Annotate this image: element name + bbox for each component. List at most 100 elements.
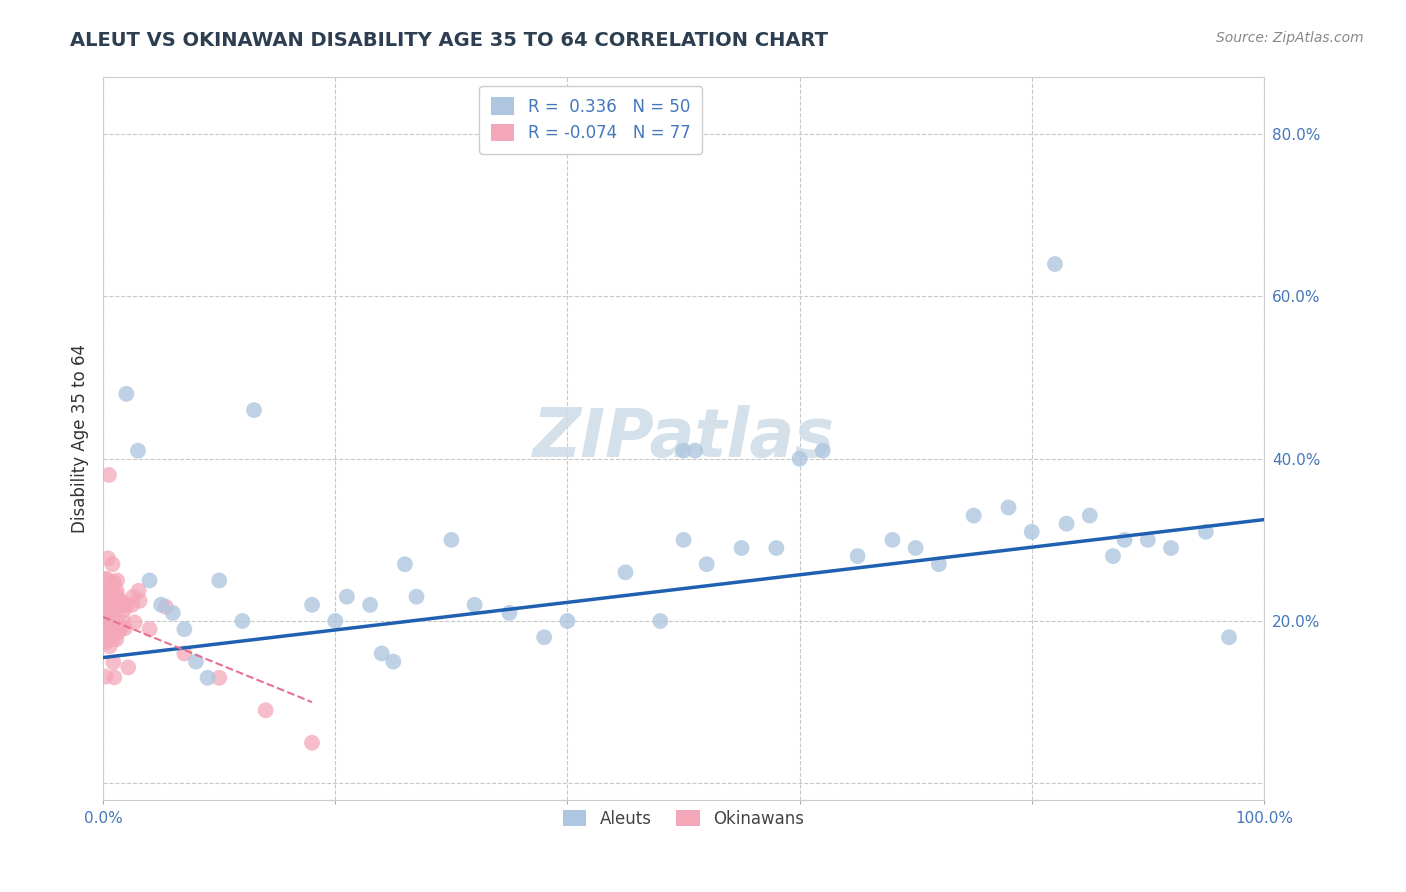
Text: ALEUT VS OKINAWAN DISABILITY AGE 35 TO 64 CORRELATION CHART: ALEUT VS OKINAWAN DISABILITY AGE 35 TO 6… bbox=[70, 31, 828, 50]
Point bbox=[882, 533, 904, 547]
Point bbox=[730, 541, 752, 555]
Point bbox=[100, 594, 122, 608]
Point bbox=[115, 599, 138, 613]
Point bbox=[557, 614, 579, 628]
Point bbox=[184, 655, 207, 669]
Text: Source: ZipAtlas.com: Source: ZipAtlas.com bbox=[1216, 31, 1364, 45]
Point bbox=[98, 624, 121, 639]
Point bbox=[162, 606, 184, 620]
Point bbox=[94, 572, 117, 586]
Point bbox=[97, 551, 120, 566]
Point bbox=[122, 590, 145, 604]
Point bbox=[765, 541, 787, 555]
Point bbox=[98, 583, 121, 598]
Point bbox=[173, 647, 195, 661]
Point bbox=[197, 671, 219, 685]
Point bbox=[94, 606, 117, 620]
Point bbox=[115, 387, 138, 401]
Point bbox=[100, 620, 122, 634]
Point bbox=[811, 443, 834, 458]
Point bbox=[104, 587, 127, 601]
Point bbox=[94, 670, 117, 684]
Point bbox=[94, 629, 117, 643]
Point bbox=[103, 670, 125, 684]
Point bbox=[108, 599, 131, 613]
Point bbox=[1043, 257, 1066, 271]
Point bbox=[94, 635, 117, 649]
Text: ZIPatlas: ZIPatlas bbox=[533, 406, 835, 472]
Point bbox=[94, 623, 117, 637]
Y-axis label: Disability Age 35 to 64: Disability Age 35 to 64 bbox=[72, 344, 89, 533]
Point bbox=[121, 598, 143, 612]
Point bbox=[98, 595, 121, 609]
Point bbox=[105, 574, 128, 588]
Point bbox=[94, 582, 117, 597]
Point bbox=[112, 615, 135, 630]
Point bbox=[103, 632, 125, 646]
Point bbox=[105, 584, 128, 599]
Point bbox=[97, 598, 120, 612]
Point bbox=[98, 590, 121, 604]
Point bbox=[128, 583, 150, 598]
Point bbox=[100, 615, 122, 630]
Point bbox=[94, 618, 117, 632]
Point bbox=[108, 624, 131, 639]
Point bbox=[243, 403, 266, 417]
Point bbox=[97, 468, 120, 483]
Point bbox=[114, 621, 136, 635]
Point bbox=[650, 614, 672, 628]
Point bbox=[97, 588, 120, 602]
Point bbox=[138, 622, 160, 636]
Point bbox=[94, 589, 117, 603]
Point bbox=[672, 443, 695, 458]
Point bbox=[1056, 516, 1078, 531]
Point bbox=[96, 631, 118, 645]
Point bbox=[394, 558, 416, 572]
Point bbox=[105, 600, 128, 615]
Point bbox=[683, 443, 706, 458]
Point bbox=[464, 598, 486, 612]
Point bbox=[1078, 508, 1101, 523]
Point bbox=[103, 585, 125, 599]
Point bbox=[107, 591, 129, 606]
Point bbox=[208, 574, 231, 588]
Point bbox=[336, 590, 359, 604]
Point bbox=[1136, 533, 1159, 547]
Point bbox=[103, 575, 125, 590]
Point bbox=[173, 622, 195, 636]
Point bbox=[155, 599, 177, 614]
Point bbox=[1021, 524, 1043, 539]
Point bbox=[904, 541, 927, 555]
Point bbox=[103, 656, 125, 670]
Point bbox=[94, 606, 117, 620]
Point bbox=[124, 615, 146, 630]
Point bbox=[138, 574, 160, 588]
Point bbox=[128, 594, 150, 608]
Point bbox=[440, 533, 463, 547]
Point bbox=[963, 508, 986, 523]
Point bbox=[104, 603, 127, 617]
Point bbox=[405, 590, 427, 604]
Point bbox=[94, 607, 117, 622]
Point bbox=[112, 604, 135, 618]
Point bbox=[94, 587, 117, 601]
Point bbox=[100, 585, 122, 599]
Point bbox=[1114, 533, 1136, 547]
Point bbox=[789, 451, 811, 466]
Point bbox=[127, 443, 149, 458]
Point bbox=[101, 558, 124, 572]
Point bbox=[672, 533, 695, 547]
Point bbox=[94, 630, 117, 644]
Point bbox=[231, 614, 253, 628]
Point bbox=[150, 598, 173, 612]
Point bbox=[97, 624, 120, 638]
Point bbox=[382, 655, 405, 669]
Point bbox=[1195, 524, 1218, 539]
Point bbox=[96, 573, 118, 587]
Point bbox=[110, 621, 132, 635]
Point bbox=[1160, 541, 1182, 555]
Point bbox=[846, 549, 869, 563]
Point bbox=[208, 671, 231, 685]
Point bbox=[103, 624, 125, 639]
Point bbox=[110, 593, 132, 607]
